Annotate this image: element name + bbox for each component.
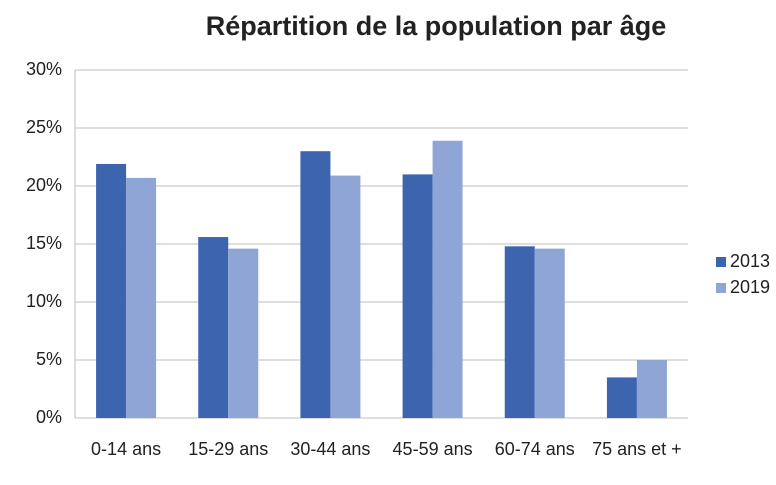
bar: [126, 177, 157, 418]
bar: [330, 175, 361, 418]
bar: [606, 377, 637, 418]
legend-label: 2019: [730, 277, 770, 297]
y-tick-label: 10%: [26, 291, 62, 311]
y-tick-label: 15%: [26, 233, 62, 253]
bar: [504, 246, 535, 418]
bar: [432, 140, 463, 418]
x-tick-label: 15-29 ans: [188, 439, 268, 459]
bar: [402, 174, 433, 418]
legend-label: 2013: [730, 251, 770, 271]
x-tick-label: 30-44 ans: [290, 439, 370, 459]
y-tick-label: 25%: [26, 117, 62, 137]
x-tick-label: 0-14 ans: [91, 439, 161, 459]
bar: [96, 163, 127, 418]
x-tick-label: 45-59 ans: [393, 439, 473, 459]
bar: [228, 248, 259, 418]
chart-title: Répartition de la population par âge: [206, 11, 667, 41]
bar: [636, 360, 667, 418]
x-tick-label: 75 ans et +: [592, 439, 682, 459]
legend-swatch: [716, 257, 726, 267]
bar: [198, 237, 229, 418]
x-tick-label: 60-74 ans: [495, 439, 575, 459]
y-tick-label: 0%: [36, 407, 62, 427]
y-tick-label: 30%: [26, 59, 62, 79]
legend-swatch: [716, 283, 726, 293]
bar: [534, 248, 565, 418]
bar: [300, 151, 331, 418]
y-tick-label: 5%: [36, 349, 62, 369]
y-tick-label: 20%: [26, 175, 62, 195]
